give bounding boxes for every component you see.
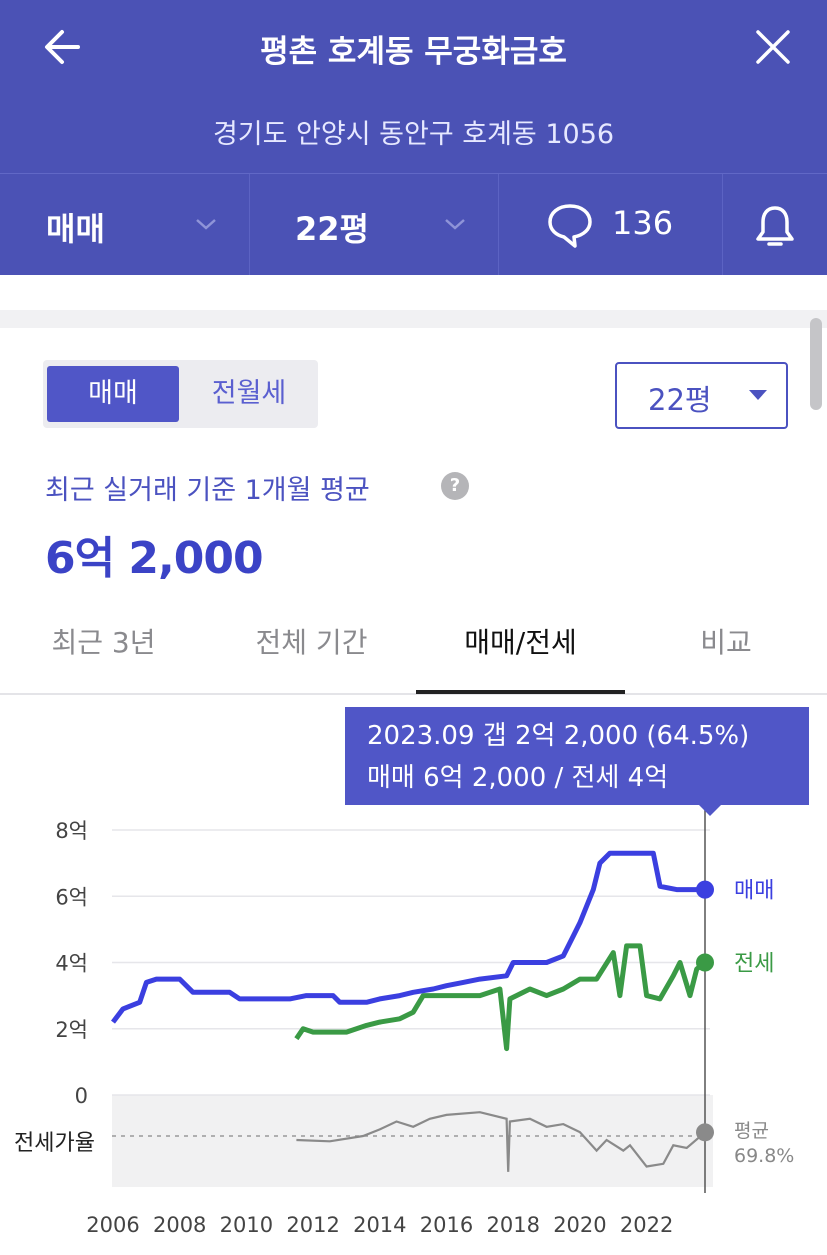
comment-count: 136 xyxy=(612,204,674,242)
tooltip-pointer xyxy=(699,805,721,816)
ratio-average-label: 평균 xyxy=(734,1120,769,1142)
average-price: 6억 2,000 xyxy=(45,533,264,584)
y-tick-label: 2억 xyxy=(55,1018,88,1042)
section-divider xyxy=(0,310,827,328)
y-tick-label: 8억 xyxy=(55,819,88,843)
trade-segment-control: 매매 전월세 xyxy=(43,360,318,428)
highlight-dot-jeonse xyxy=(695,953,714,972)
size-dropdown[interactable]: 22평 xyxy=(250,174,499,275)
scrollbar[interactable] xyxy=(810,318,822,410)
x-tick-label: 2008 xyxy=(153,1213,206,1237)
close-icon[interactable] xyxy=(748,22,798,72)
tab-recent-3y[interactable]: 최근 3년 xyxy=(51,626,156,659)
tooltip-gap-line: 2023.09 갭 2억 2,000 (64.5%) xyxy=(367,721,750,751)
app-header: 평촌 호계동 무궁화금호 경기도 안양시 동안구 호계동 1056 매매 22평… xyxy=(0,0,827,275)
ratio-axis-label: 전세가율 xyxy=(14,1131,95,1156)
trade-type-value: 매매 xyxy=(46,210,105,248)
series-line-sale xyxy=(111,850,705,1024)
address: 경기도 안양시 동안구 호계동 1056 xyxy=(212,119,615,150)
size-select-value: 22평 xyxy=(648,383,712,417)
series-line-ratio xyxy=(296,1111,706,1172)
caret-down-icon xyxy=(749,390,767,400)
series-label-sale: 매매 xyxy=(734,879,774,904)
active-tab-indicator xyxy=(416,690,625,694)
tooltip-price-line: 매매 6억 2,000 / 전세 4억 xyxy=(367,763,669,793)
size-value: 22평 xyxy=(295,210,369,248)
x-tick-label: 2010 xyxy=(220,1213,273,1237)
y-tick-label: 0 xyxy=(75,1084,88,1108)
x-tick-label: 2018 xyxy=(486,1213,539,1237)
x-tick-label: 2014 xyxy=(353,1213,406,1237)
comments-button[interactable]: 136 xyxy=(499,174,723,275)
tab-compare[interactable]: 비교 xyxy=(700,626,752,659)
header-toolbar: 매매 22평 136 xyxy=(0,173,827,275)
page-title: 평촌 호계동 무궁화금호 xyxy=(260,34,567,70)
alarm-button[interactable] xyxy=(723,174,827,275)
tab-all-period[interactable]: 전체 기간 xyxy=(255,626,368,659)
series-label-jeonse: 전세 xyxy=(734,952,774,977)
x-tick-label: 2020 xyxy=(553,1213,606,1237)
segment-sale[interactable]: 매매 xyxy=(47,366,179,422)
chart-tooltip: 2023.09 갭 2억 2,000 (64.5%) 매매 6억 2,000 /… xyxy=(345,707,809,805)
summary-label: 최근 실거래 기준 1개월 평균 xyxy=(45,475,370,506)
period-tabs: 최근 3년 전체 기간 매매/전세 비교 xyxy=(0,605,827,695)
chevron-down-icon xyxy=(196,219,216,230)
help-icon[interactable]: ? xyxy=(441,472,469,500)
ratio-band xyxy=(112,1095,713,1187)
x-tick-label: 2006 xyxy=(86,1213,139,1237)
back-arrow-icon[interactable] xyxy=(38,22,88,72)
bell-icon xyxy=(756,206,794,246)
y-tick-label: 6억 xyxy=(55,885,88,909)
segment-rent[interactable]: 전월세 xyxy=(211,378,287,409)
ratio-average-value: 69.8% xyxy=(734,1145,794,1167)
size-select[interactable]: 22평 xyxy=(615,362,788,429)
tab-sale-jeonse[interactable]: 매매/전세 xyxy=(464,626,577,659)
y-tick-label: 4억 xyxy=(55,952,88,976)
speech-bubble-icon xyxy=(548,204,592,248)
x-tick-label: 2016 xyxy=(420,1213,473,1237)
chevron-down-icon xyxy=(445,219,465,230)
x-tick-label: 2022 xyxy=(620,1213,673,1237)
highlight-dot-ratio xyxy=(695,1123,714,1142)
series-line-jeonse xyxy=(294,943,707,1052)
highlight-dot-sale xyxy=(695,880,714,899)
x-tick-label: 2012 xyxy=(286,1213,339,1237)
price-chart[interactable]: 0 2억 4억 6억 8억 2006 2008 2010 2012 2014 2016 2018 20… xyxy=(0,695,827,1255)
trade-type-dropdown[interactable]: 매매 xyxy=(0,174,250,275)
